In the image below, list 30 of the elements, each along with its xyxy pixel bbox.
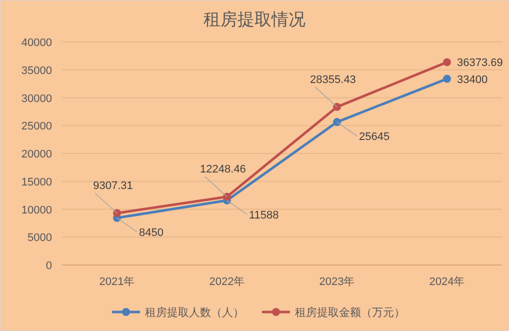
y-tick-label: 30000 <box>21 92 52 105</box>
legend-label: 租房提取人数（人） <box>145 306 244 319</box>
x-tick-label: 2022年 <box>209 276 245 288</box>
y-tick-label: 40000 <box>21 37 52 49</box>
point <box>113 209 121 218</box>
x-tick-label: 2021年 <box>99 276 135 288</box>
data-label: 12248.46 <box>200 164 246 176</box>
data-label: 9307.31 <box>93 180 133 192</box>
data-label: 28355.43 <box>310 74 356 86</box>
y-tick-label: 5000 <box>28 232 52 244</box>
y-tick-label: 35000 <box>21 64 52 77</box>
data-label: 11588 <box>249 209 279 222</box>
point <box>443 74 451 83</box>
data-label: 8450 <box>139 226 164 239</box>
y-tick-label: 25000 <box>21 120 52 133</box>
point <box>333 118 341 126</box>
y-tick-label: 10000 <box>21 204 52 216</box>
x-tick-label: 2024年 <box>429 276 465 288</box>
point <box>333 102 341 111</box>
legend-label: 租房提取金额（万元） <box>295 306 405 319</box>
y-tick-label: 20000 <box>21 148 52 160</box>
y-tick-label: 15000 <box>21 176 52 188</box>
data-label: 36373.69 <box>457 57 503 70</box>
point <box>443 58 451 66</box>
y-tick-label: 0 <box>46 260 52 272</box>
data-label: 25645 <box>359 131 390 144</box>
point <box>223 192 231 201</box>
data-label: 33400 <box>457 74 488 86</box>
chart-title: 租房提取情况 <box>204 10 306 29</box>
x-tick-label: 2023年 <box>319 276 355 288</box>
